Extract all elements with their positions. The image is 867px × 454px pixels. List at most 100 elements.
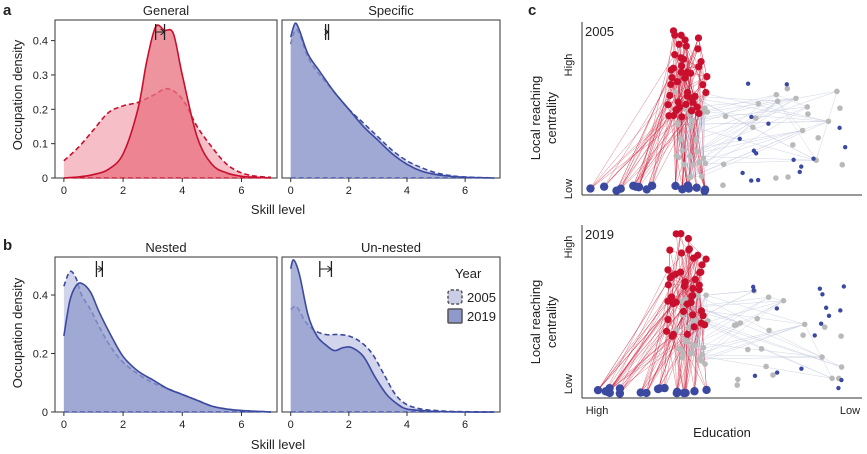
panel-c-xlabel: Education: [693, 425, 751, 440]
node-red: [695, 286, 703, 294]
x-tick-label: 2: [346, 185, 352, 197]
edge: [676, 301, 704, 316]
node-blue-base: [599, 182, 609, 191]
node-grey: [753, 115, 759, 121]
node-grey: [679, 354, 686, 361]
edge: [693, 97, 817, 161]
node-red: [671, 31, 679, 39]
edge: [673, 115, 676, 186]
node-grey: [793, 95, 799, 102]
node-red: [666, 91, 674, 100]
edge: [702, 354, 823, 358]
node-blue: [799, 366, 804, 371]
node-grey: [774, 98, 781, 105]
edge: [646, 233, 682, 393]
node-grey: [801, 321, 808, 328]
node-grey: [758, 346, 765, 352]
edge: [646, 116, 683, 190]
panel-c-2005-ylabel-line2: centrality: [544, 91, 559, 144]
edge: [705, 295, 709, 321]
density-line-2019: [289, 259, 495, 413]
edge: [620, 95, 671, 189]
node-red: [687, 107, 696, 115]
edge: [699, 324, 805, 360]
panel-c-2005-ylabel-line1: Local reaching: [528, 76, 543, 161]
node-grey: [698, 173, 705, 180]
legend-swatch-2005: [447, 289, 463, 305]
node-grey: [790, 142, 796, 148]
panel-c-2019-ylabel-line1: Local reaching: [528, 280, 543, 365]
node-grey: [834, 88, 840, 95]
node-red: [664, 297, 672, 305]
edge: [707, 111, 829, 122]
edge: [776, 94, 808, 108]
node-blue: [749, 178, 754, 183]
edge: [694, 97, 829, 122]
node-blue: [774, 306, 780, 311]
node-grey: [755, 101, 762, 107]
node-blue-base: [672, 387, 682, 396]
node-red: [694, 251, 702, 259]
node-grey: [750, 124, 756, 131]
edge: [691, 94, 777, 127]
node-blue: [839, 377, 844, 383]
node-grey: [688, 174, 694, 180]
node-red: [673, 78, 681, 86]
node-blue: [797, 169, 802, 175]
node-red: [695, 109, 703, 118]
edge: [687, 341, 823, 358]
node-red: [682, 100, 690, 108]
node-red: [702, 88, 710, 97]
node-red: [694, 45, 702, 53]
node-red: [693, 103, 701, 111]
node-grey: [837, 105, 843, 111]
node-red: [694, 34, 703, 42]
edge: [699, 121, 829, 163]
panel-b-xlabel: Skill level: [251, 437, 305, 452]
legend-label-2019: 2019: [467, 309, 496, 324]
node-red: [679, 55, 688, 63]
node-grey: [690, 162, 697, 168]
node-grey: [804, 104, 811, 110]
node-red: [677, 62, 686, 70]
density-area-2019: [63, 282, 272, 412]
mean-marker-arrow: [160, 28, 166, 36]
edge: [619, 334, 674, 394]
y-tick-label: 0.2: [33, 104, 48, 116]
node-grey: [805, 111, 811, 117]
node-red: [681, 36, 689, 44]
edge: [679, 107, 697, 188]
node-red: [678, 113, 686, 121]
node-blue-base: [586, 184, 595, 193]
edge: [692, 296, 769, 346]
panel-a-xlabel: Skill level: [251, 202, 305, 217]
node-grey: [780, 297, 787, 304]
node-grey: [674, 120, 681, 126]
node-grey: [733, 321, 740, 328]
node-blue: [791, 157, 796, 162]
x-tick-label: 0: [61, 419, 67, 431]
edge: [633, 97, 692, 186]
legend-label-2005: 2005: [467, 290, 496, 305]
node-red: [674, 98, 682, 106]
legend-title: Year: [455, 266, 482, 281]
node-blue-base: [593, 385, 603, 395]
edge: [620, 115, 670, 189]
edge: [646, 336, 673, 394]
edge: [671, 255, 699, 337]
density-area-2019: [63, 25, 272, 179]
node-grey: [700, 155, 707, 161]
edge: [676, 302, 692, 394]
node-red: [679, 307, 688, 315]
node-red: [669, 64, 677, 72]
node-grey: [681, 161, 687, 168]
node-grey: [773, 91, 780, 98]
node-grey: [720, 161, 727, 168]
node-red: [669, 111, 678, 120]
node-red: [680, 282, 688, 290]
edge: [683, 58, 708, 77]
node-grey: [694, 148, 701, 155]
node-red: [697, 58, 705, 66]
node-red: [701, 321, 709, 329]
node-red: [690, 323, 698, 331]
